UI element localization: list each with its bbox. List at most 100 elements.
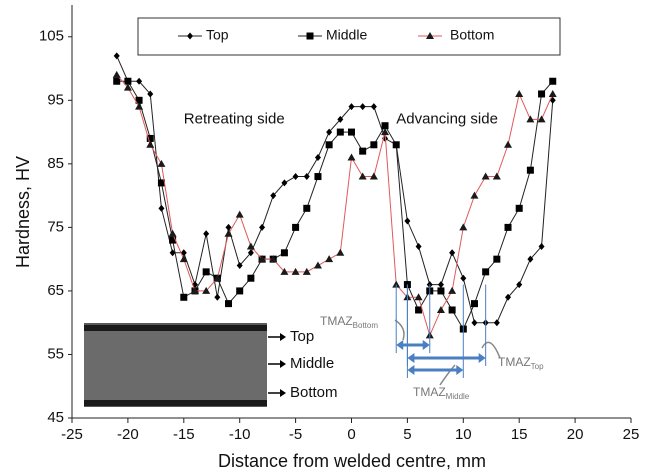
marker (326, 128, 333, 136)
marker (437, 287, 445, 295)
marker (414, 293, 423, 301)
callout-arrow (439, 364, 456, 386)
callout-arrow (394, 319, 405, 341)
marker (136, 77, 143, 85)
arrow-head (422, 340, 430, 350)
marker (392, 141, 400, 149)
x-tick-label: -5 (289, 426, 302, 443)
marker (415, 242, 422, 250)
marker (515, 204, 523, 212)
y-tick-label: 95 (47, 91, 64, 108)
marker (203, 230, 210, 238)
marker (426, 32, 434, 39)
marker (336, 128, 344, 136)
y-tick-label: 85 (47, 155, 64, 172)
marker (459, 223, 468, 231)
marker (190, 286, 199, 294)
marker (292, 173, 299, 181)
weld-photo-edge (84, 325, 267, 331)
marker (381, 128, 390, 136)
marker (202, 268, 210, 276)
x-tick-label: 5 (403, 426, 411, 443)
marker (337, 115, 344, 123)
marker (369, 172, 378, 180)
marker (448, 306, 456, 314)
marker (538, 242, 545, 250)
marker (258, 255, 267, 263)
marker (313, 261, 322, 269)
marker (157, 159, 166, 167)
marker (392, 280, 401, 288)
marker (169, 236, 177, 244)
marker (269, 255, 278, 263)
marker (549, 77, 557, 85)
callout-arrow (481, 341, 501, 359)
marker (505, 293, 512, 301)
marker (437, 281, 444, 289)
marker (214, 293, 221, 301)
legend-label: Bottom (450, 27, 494, 43)
marker (404, 217, 411, 225)
marker (168, 229, 177, 237)
arrow-head (407, 365, 415, 375)
weld-photo-body (84, 331, 267, 400)
marker (306, 32, 314, 40)
marker (325, 255, 334, 263)
arrow-head (396, 340, 404, 350)
marker (370, 103, 377, 111)
weld-photo-edge (84, 400, 267, 406)
series-line (116, 80, 554, 331)
marker (504, 140, 513, 148)
marker (471, 319, 478, 327)
y-tick-label: 45 (47, 409, 64, 426)
marker (449, 249, 456, 257)
marker (526, 166, 534, 174)
inset-label: Top (290, 328, 314, 345)
marker (236, 262, 243, 270)
range-label-main: TMAZ (498, 355, 531, 369)
marker (225, 300, 233, 308)
marker (482, 268, 490, 276)
arrow-head (407, 353, 415, 363)
marker (113, 77, 121, 85)
marker (492, 172, 501, 180)
marker (415, 306, 423, 314)
annotation: Retreating side (184, 110, 285, 127)
annotation: Advancing side (396, 110, 498, 127)
marker (314, 173, 322, 181)
marker (124, 77, 132, 85)
marker (504, 223, 512, 231)
x-tick-label: -15 (173, 426, 195, 443)
marker (112, 70, 121, 78)
arrow-head (280, 360, 286, 368)
legend-box (137, 17, 561, 56)
x-tick-label: 0 (347, 426, 355, 443)
x-tick-label: -10 (229, 426, 251, 443)
marker (225, 223, 232, 231)
marker (280, 249, 288, 257)
marker (302, 267, 311, 275)
marker (470, 300, 478, 308)
marker (123, 83, 132, 91)
x-tick-label: -25 (61, 426, 83, 443)
arrow-head (456, 365, 464, 375)
x-axis-title: Distance from welded centre, mm (218, 451, 486, 471)
marker (292, 223, 300, 231)
legend-label: Middle (326, 27, 367, 43)
marker (187, 32, 193, 40)
range-label: TMAZTop (498, 355, 544, 371)
marker (516, 281, 523, 289)
marker (348, 128, 355, 136)
marker (169, 249, 176, 257)
series-line (116, 74, 554, 337)
range-label-sub: Top (531, 362, 544, 371)
x-tick-label: 25 (623, 426, 640, 443)
marker (493, 255, 501, 263)
arrow-head (478, 353, 486, 363)
range-label: TMAZMiddle (413, 385, 470, 401)
x-tick-label: 20 (567, 426, 584, 443)
marker (325, 141, 333, 149)
range-label-main: TMAZ (320, 314, 353, 328)
arrow-head (280, 389, 286, 397)
